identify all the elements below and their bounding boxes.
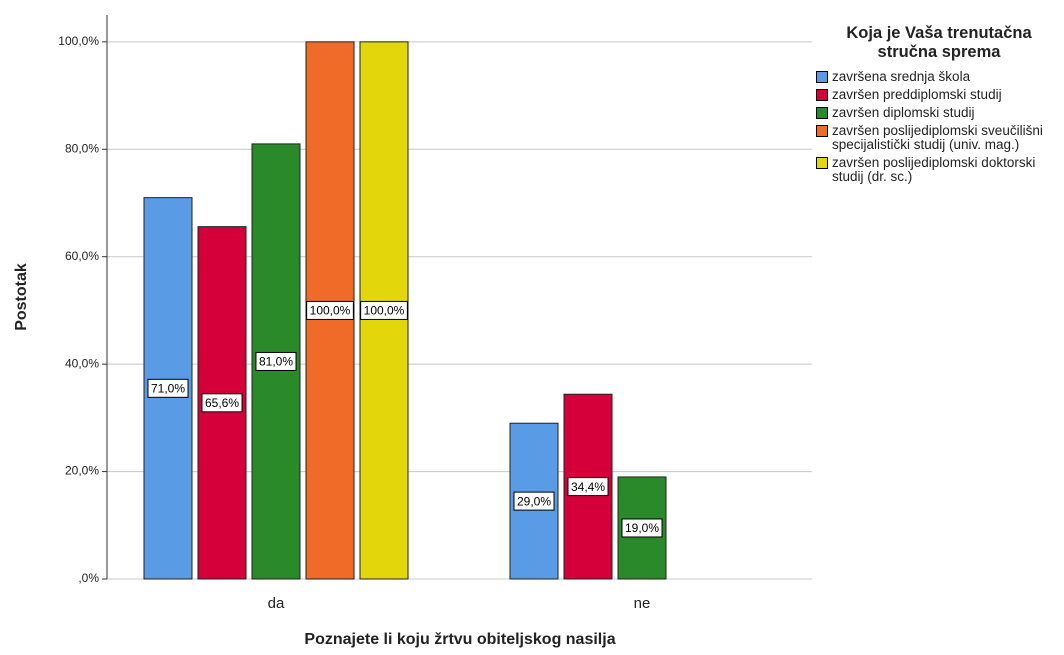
data-label-box	[255, 351, 297, 371]
data-label-box	[513, 491, 555, 511]
legend-swatch	[816, 89, 828, 101]
y-tick-label: 80,0%	[65, 141, 99, 155]
y-tick-label: 20,0%	[65, 464, 99, 478]
data-label: 34,4%	[567, 477, 609, 497]
data-label-text: 100,0%	[310, 304, 351, 318]
legend-swatch	[816, 125, 828, 137]
data-label: 65,6%	[201, 393, 243, 413]
data-label-text: 71,0%	[151, 381, 185, 395]
data-label-text: 100,0%	[364, 304, 405, 318]
x-tick-label: da	[268, 595, 285, 612]
data-label-box	[306, 300, 354, 320]
legend-label: završen poslijediplomski doktorski studi…	[832, 155, 1036, 184]
data-label-text: 65,6%	[205, 396, 239, 410]
data-label-text: 81,0%	[259, 355, 293, 369]
data-label: 100,0%	[306, 300, 354, 320]
data-label-box	[621, 518, 663, 538]
legend-label: završen poslijediplomski sveučilišni spe…	[832, 123, 1043, 152]
y-tick-label: 60,0%	[65, 249, 99, 263]
legend-label: završen diplomski studij	[832, 105, 975, 120]
legend-entry: završen diplomski studij	[812, 106, 1060, 120]
legend-entry: završena srednja škola	[812, 70, 1060, 84]
legend-swatch	[816, 71, 828, 83]
legend-swatch	[816, 157, 828, 169]
data-label-box	[567, 477, 609, 497]
data-label-text: 34,4%	[571, 480, 605, 494]
data-label-text: 29,0%	[517, 494, 551, 508]
data-label: 100,0%	[360, 300, 408, 320]
data-label: 29,0%	[513, 491, 555, 511]
legend-swatch	[816, 107, 828, 119]
legend-title: Koja je Vaša trenutačna stručna sprema	[846, 24, 1032, 61]
y-tick-label: 40,0%	[65, 356, 99, 370]
y-axis-title: Postotak	[13, 263, 30, 331]
data-label-text: 19,0%	[625, 521, 659, 535]
x-axis-title: Poznajete li koju žrtvu obiteljskog nasi…	[304, 631, 615, 648]
legend-label: završen preddiplomski studij	[832, 87, 1002, 102]
legend-entry: završen poslijediplomski doktorski studi…	[812, 156, 1060, 184]
legend-label: završena srednja škola	[832, 69, 971, 84]
data-label: 19,0%	[621, 518, 663, 538]
legend: Koja je Vaša trenutačna stručna sprema z…	[812, 24, 1060, 188]
legend-entry: završen preddiplomski studij	[812, 88, 1060, 102]
legend-entry: završen poslijediplomski sveučilišni spe…	[812, 124, 1060, 152]
x-tick-label: ne	[634, 595, 651, 612]
y-tick-label: ,0%	[78, 571, 99, 585]
data-label-box	[147, 378, 189, 398]
data-label-box	[360, 300, 408, 320]
y-tick-label: 100,0%	[58, 34, 99, 48]
data-label: 71,0%	[147, 378, 189, 398]
data-label-box	[201, 393, 243, 413]
data-label: 81,0%	[255, 351, 297, 371]
